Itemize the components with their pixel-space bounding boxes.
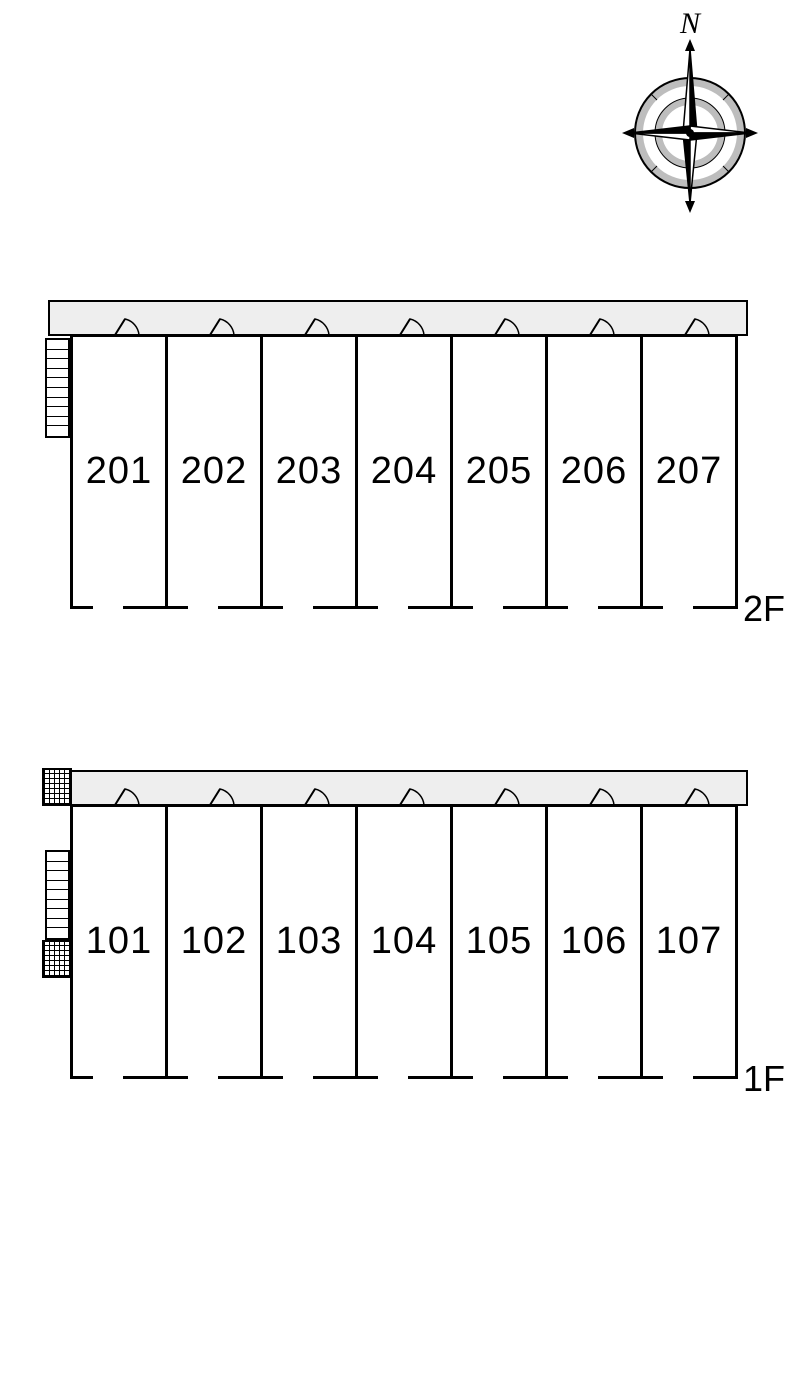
unit-205: 205	[450, 334, 548, 609]
door-swing-icon	[398, 315, 426, 337]
window-notch	[378, 606, 408, 609]
unit-label: 106	[561, 920, 627, 963]
unit-label: 206	[561, 450, 627, 493]
window-notch	[93, 1076, 123, 1079]
window-notch	[663, 606, 693, 609]
unit-107: 107	[640, 804, 738, 1079]
unit-106: 106	[545, 804, 643, 1079]
unit-104: 104	[355, 804, 453, 1079]
window-notch	[473, 606, 503, 609]
window-notch	[188, 606, 218, 609]
floor-label-2f: 2F	[743, 588, 785, 630]
unit-label: 101	[86, 920, 152, 963]
door-swing-icon	[208, 785, 236, 807]
unit-label: 103	[276, 920, 342, 963]
stairs-1f	[45, 850, 70, 940]
unit-102: 102	[165, 804, 263, 1079]
unit-207: 207	[640, 334, 738, 609]
unit-103: 103	[260, 804, 358, 1079]
door-swing-icon	[113, 785, 141, 807]
window-notch	[93, 606, 123, 609]
unit-201: 201	[70, 334, 168, 609]
door-swing-icon	[588, 785, 616, 807]
stairs-2f	[45, 338, 70, 438]
unit-label: 205	[466, 450, 532, 493]
window-notch	[568, 1076, 598, 1079]
window-notch	[663, 1076, 693, 1079]
unit-label: 203	[276, 450, 342, 493]
window-notch	[283, 1076, 313, 1079]
unit-202: 202	[165, 334, 263, 609]
units-row-2f: 201 202 203 204 205 206	[70, 334, 738, 609]
unit-label: 207	[656, 450, 722, 493]
window-notch	[378, 1076, 408, 1079]
floor-1f: 101 102 103 104 105 106	[20, 770, 780, 1110]
door-swing-icon	[588, 315, 616, 337]
door-swing-icon	[208, 315, 236, 337]
unit-203: 203	[260, 334, 358, 609]
unit-label: 104	[371, 920, 437, 963]
unit-label: 107	[656, 920, 722, 963]
window-notch	[473, 1076, 503, 1079]
door-swing-icon	[683, 785, 711, 807]
unit-204: 204	[355, 334, 453, 609]
unit-label: 204	[371, 450, 437, 493]
window-notch	[568, 606, 598, 609]
window-notch	[188, 1076, 218, 1079]
window-notch	[283, 606, 313, 609]
door-swing-icon	[303, 785, 331, 807]
units-row-1f: 101 102 103 104 105 106	[70, 804, 738, 1079]
door-swing-icon	[113, 315, 141, 337]
door-swing-icon	[683, 315, 711, 337]
grate-top-1f	[42, 768, 72, 806]
unit-206: 206	[545, 334, 643, 609]
door-swing-icon	[398, 785, 426, 807]
unit-label: 201	[86, 450, 152, 493]
floor-label-1f: 1F	[743, 1058, 785, 1100]
compass: N	[620, 15, 760, 225]
unit-label: 202	[181, 450, 247, 493]
door-swing-icon	[493, 315, 521, 337]
grate-bottom-1f	[42, 940, 72, 978]
floor-2f: 201 202 203 204 205 206	[20, 300, 780, 640]
unit-101: 101	[70, 804, 168, 1079]
door-swing-icon	[493, 785, 521, 807]
unit-105: 105	[450, 804, 548, 1079]
unit-label: 102	[181, 920, 247, 963]
compass-rose-icon	[620, 33, 760, 213]
door-swing-icon	[303, 315, 331, 337]
unit-label: 105	[466, 920, 532, 963]
